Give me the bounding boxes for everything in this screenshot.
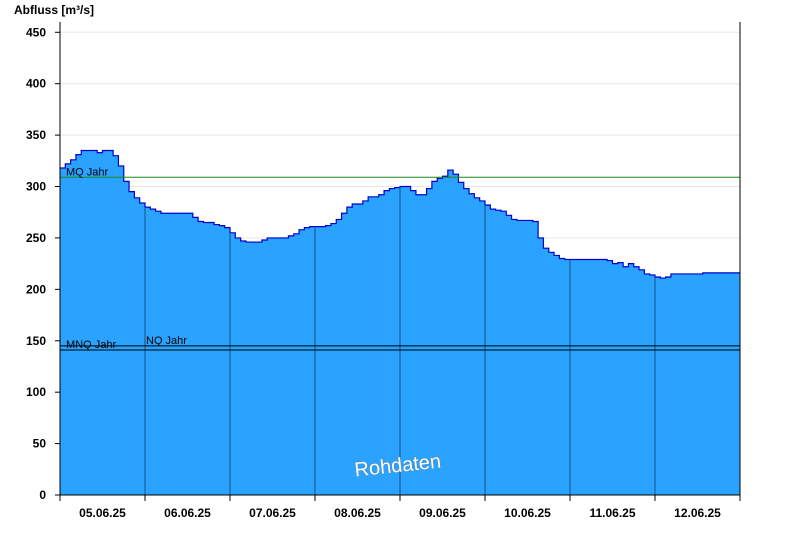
x-tick-label: 10.06.25 xyxy=(504,506,551,520)
y-tick-labels: 0 50 100 150 200 250 300 350 400 450 xyxy=(26,25,60,502)
day-separators xyxy=(144,186,656,495)
y-tick-label: 400 xyxy=(26,77,46,91)
x-tick-label: 05.06.25 xyxy=(79,506,126,520)
x-tick-label: 09.06.25 xyxy=(419,506,466,520)
y-tick-label: 100 xyxy=(26,385,46,399)
x-tick-label: 12.06.25 xyxy=(674,506,721,520)
y-tick-label: 250 xyxy=(26,231,46,245)
y-tick-label: 150 xyxy=(26,334,46,348)
x-tick-label: 11.06.25 xyxy=(589,506,635,520)
reference-line-label: MQ Jahr xyxy=(66,166,109,178)
y-tick-label: 350 xyxy=(26,128,46,142)
reference-lines: MQ Jahr MNQ Jahr NQ Jahr xyxy=(60,166,740,351)
x-tick-label: 08.06.25 xyxy=(334,506,381,520)
y-tick-label: 200 xyxy=(26,282,46,296)
x-tick-labels: 05.06.25 06.06.25 07.06.25 08.06.25 09.06.25… xyxy=(59,495,741,520)
y-tick-label: 450 xyxy=(26,25,46,39)
y-tick-label: 300 xyxy=(26,180,46,194)
discharge-line xyxy=(60,149,740,279)
y-tick-label: 0 xyxy=(39,488,46,502)
reference-line-label: NQ Jahr xyxy=(146,335,187,347)
x-tick-label: 07.06.25 xyxy=(249,506,296,520)
y-tick-label: 50 xyxy=(33,437,47,451)
y-axis-title: Abfluss [m³/s] xyxy=(14,3,94,17)
x-tick-label: 06.06.25 xyxy=(164,506,211,520)
reference-line-label: MNQ Jahr xyxy=(66,339,116,351)
